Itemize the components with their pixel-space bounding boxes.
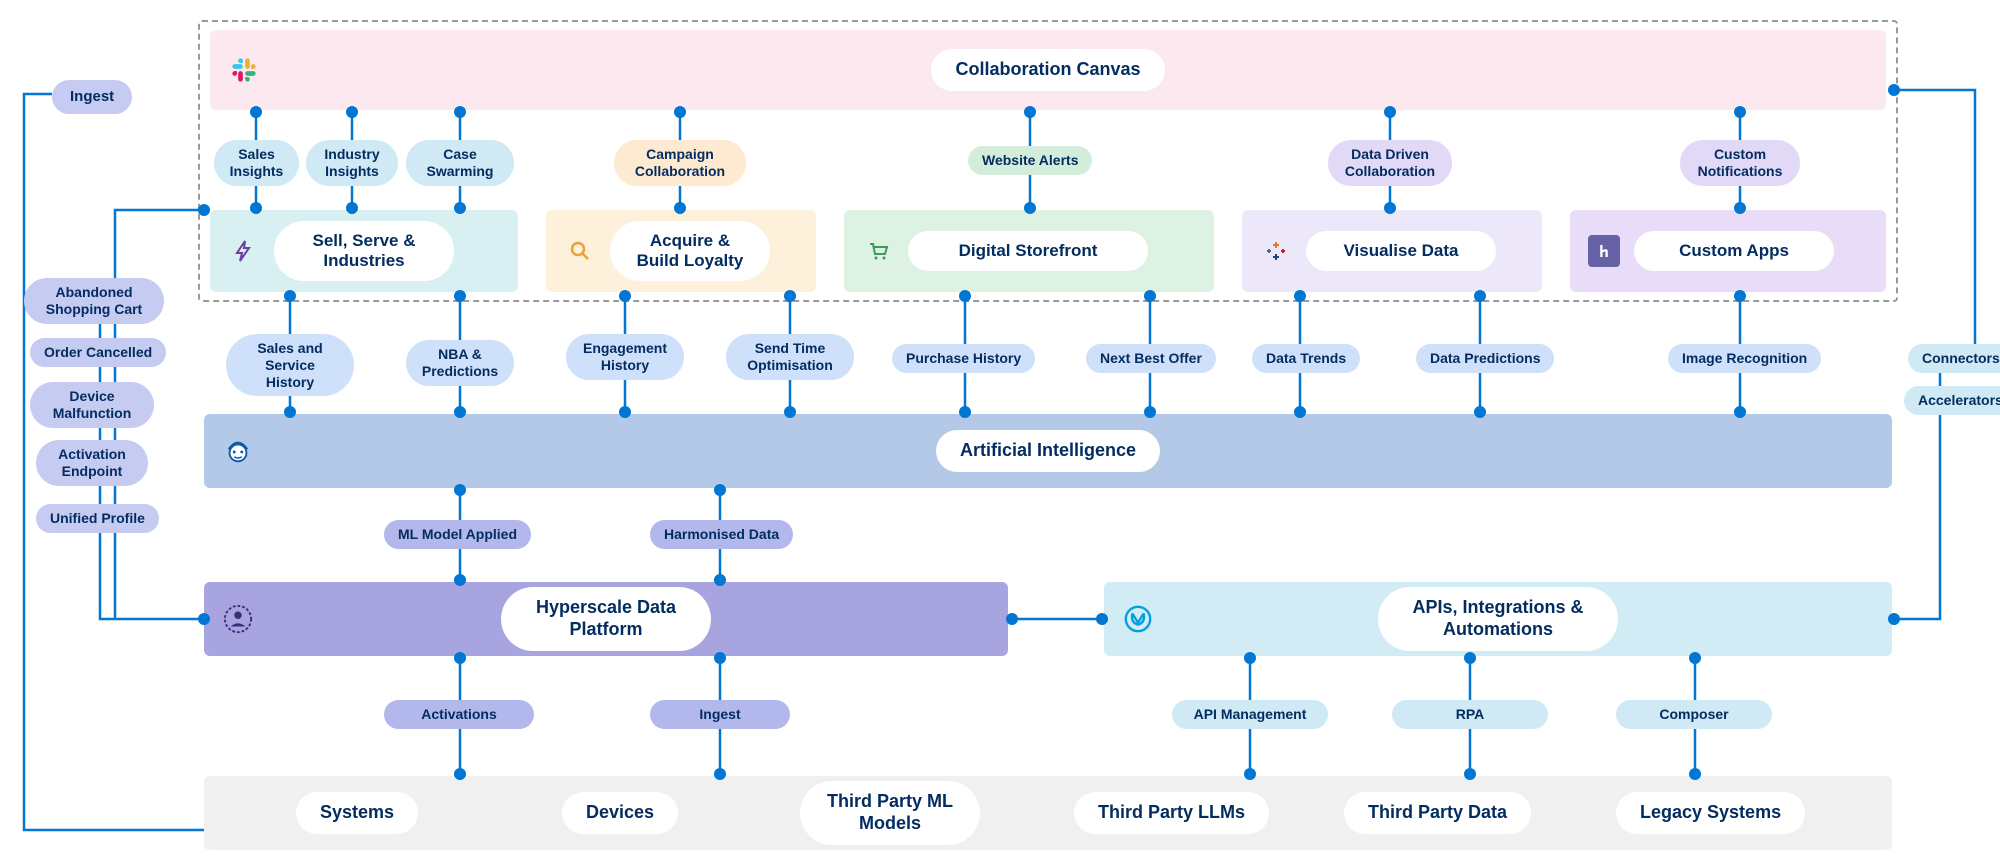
einstein-icon [222, 435, 254, 467]
bottom-third-llm: Third Party LLMs [1074, 792, 1269, 834]
card-custom-apps-title: Custom Apps [1634, 231, 1834, 271]
card-sell-serve-title: Sell, Serve & Industries [274, 221, 454, 282]
tag-next-best: Next Best Offer [1086, 344, 1216, 373]
tableau-icon [1260, 235, 1292, 267]
pill-unified-profile: Unified Profile [36, 504, 159, 533]
tag-ingest-small: Ingest [650, 700, 790, 729]
pill-abandoned: Abandoned Shopping Cart [24, 278, 164, 324]
tag-api-mgmt: API Management [1172, 700, 1328, 729]
pill-accelerators: Accelerators [1904, 386, 2000, 415]
card-storefront: Digital Storefront [844, 210, 1214, 292]
card-storefront-title: Digital Storefront [908, 231, 1148, 271]
profile-icon [222, 603, 254, 635]
tag-image-recognition: Image Recognition [1668, 344, 1821, 373]
tag-composer: Composer [1616, 700, 1772, 729]
pill-device-malf: Device Malfunction [30, 382, 154, 428]
card-custom-apps: Custom Apps [1570, 210, 1886, 292]
tag-data-predictions: Data Predictions [1416, 344, 1554, 373]
pill-order-cancelled: Order Cancelled [30, 338, 166, 367]
data-layer-title: Hyperscale Data Platform [501, 587, 711, 650]
card-visualise: Visualise Data [1242, 210, 1542, 292]
api-layer-title: APIs, Integrations & Automations [1378, 587, 1618, 650]
tag-ml-model: ML Model Applied [384, 520, 531, 549]
tag-engagement: Engagement History [566, 334, 684, 380]
card-acquire: Acquire & Build Loyalty [546, 210, 816, 292]
card-acquire-title: Acquire & Build Loyalty [610, 221, 770, 282]
tag-industry-insights: Industry Insights [306, 140, 398, 186]
tag-purchase-history: Purchase History [892, 344, 1035, 373]
tag-data-driven: Data Driven Collaboration [1328, 140, 1452, 186]
collab-canvas-title: Collaboration Canvas [931, 49, 1164, 91]
pill-ingest: Ingest [52, 80, 132, 114]
heroku-icon [1588, 235, 1620, 267]
bottom-third-data: Third Party Data [1344, 792, 1531, 834]
bottom-third-ml: Third Party ML Models [800, 781, 980, 844]
bottom-devices: Devices [562, 792, 678, 834]
tag-case-swarming: Case Swarming [406, 140, 514, 186]
tag-data-trends: Data Trends [1252, 344, 1360, 373]
tag-sales-history: Sales and Service History [226, 334, 354, 396]
data-layer: Hyperscale Data Platform [204, 582, 1008, 656]
card-sell-serve: Sell, Serve & Industries [210, 210, 518, 292]
api-layer: APIs, Integrations & Automations [1104, 582, 1892, 656]
tag-website-alerts: Website Alerts [968, 146, 1092, 175]
tag-nba: NBA & Predictions [406, 340, 514, 386]
bottom-legacy: Legacy Systems [1616, 792, 1805, 834]
card-visualise-title: Visualise Data [1306, 231, 1496, 271]
bottom-layer: Systems Devices Third Party ML Models Th… [204, 776, 1892, 850]
lightning-icon [228, 235, 260, 267]
cart-icon [862, 235, 894, 267]
tag-campaign-collab: Campaign Collaboration [614, 140, 746, 186]
tag-custom-notif: Custom Notifications [1680, 140, 1800, 186]
tag-rpa: RPA [1392, 700, 1548, 729]
slack-icon [228, 54, 260, 86]
search-icon [564, 235, 596, 267]
bottom-systems: Systems [296, 792, 418, 834]
tag-send-time: Send Time Optimisation [726, 334, 854, 380]
ai-layer-title: Artificial Intelligence [936, 430, 1160, 472]
pill-connectors: Connectors [1908, 344, 2000, 373]
collab-canvas-layer: Collaboration Canvas [210, 30, 1886, 110]
tag-harmonised: Harmonised Data [650, 520, 793, 549]
pill-activation-ep: Activation Endpoint [36, 440, 148, 486]
mulesoft-icon [1122, 603, 1154, 635]
tag-sales-insights: Sales Insights [214, 140, 299, 186]
ai-layer: Artificial Intelligence [204, 414, 1892, 488]
tag-activations: Activations [384, 700, 534, 729]
